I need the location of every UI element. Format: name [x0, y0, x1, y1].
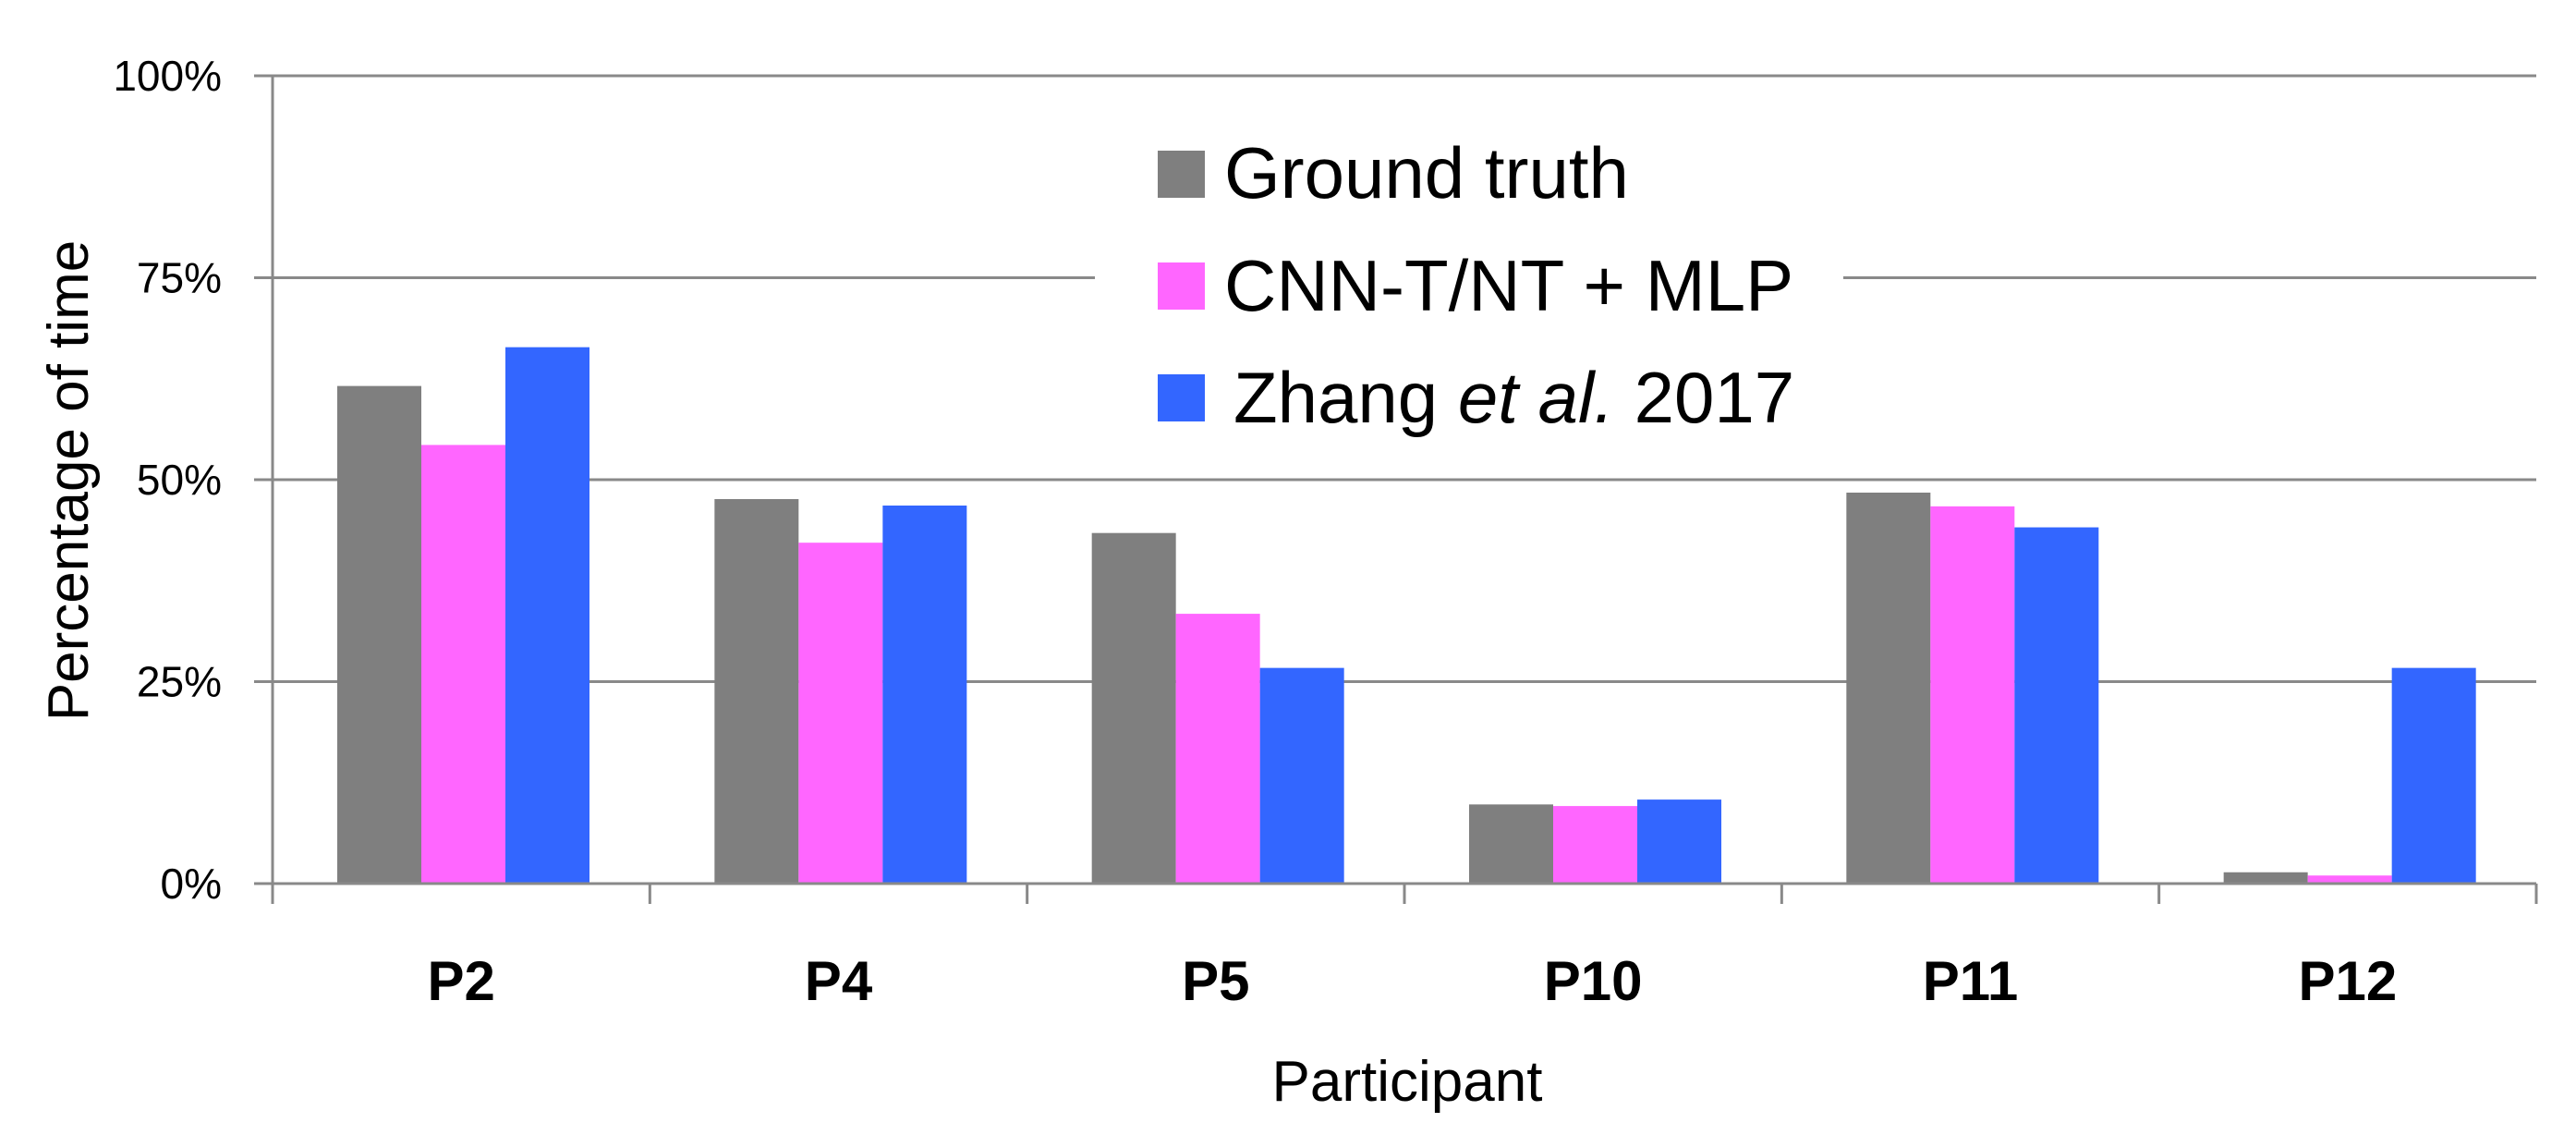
legend-label-ground-truth: Ground truth	[1224, 132, 1629, 214]
legend: Ground truth CNN-T/NT + MLP Zhang et al.…	[1095, 125, 1843, 448]
bar-p10-series-2	[1637, 799, 1721, 884]
legend-label-zhang-part-3: 2017	[1614, 357, 1794, 438]
legend-label-zhang-part-2: et al.	[1458, 357, 1614, 438]
bar-p5-series-0	[1091, 532, 1176, 884]
bar-p12-series-0	[2223, 872, 2308, 884]
bar-p4-series-1	[798, 543, 883, 884]
legend-swatch-zhang	[1158, 374, 1205, 421]
x-tick-label-p10: P10	[1544, 950, 1643, 1012]
y-tick-labels: 0% 25% 50% 75% 100%	[113, 52, 222, 908]
bar-p2-series-1	[421, 445, 505, 884]
bar-p11-series-1	[1930, 506, 2015, 884]
x-tick-label-p2: P2	[427, 950, 494, 1012]
bar-p11-series-0	[1846, 492, 1931, 884]
x-tick-label-p12: P12	[2298, 950, 2397, 1012]
bars	[337, 347, 2476, 885]
x-axis-title: Participant	[1272, 1050, 1543, 1114]
legend-swatch-ground-truth	[1158, 151, 1205, 198]
axes	[254, 74, 2538, 904]
bar-p2-series-0	[337, 385, 421, 885]
legend-label-zhang: Zhang et al. 2017	[1233, 357, 1794, 438]
legend-label-zhang-part-1: Zhang	[1233, 357, 1458, 438]
bar-p12-series-1	[2307, 875, 2392, 884]
legend-swatch-cnn	[1158, 262, 1205, 310]
bar-p2-series-2	[505, 347, 589, 884]
bar-p4-series-0	[714, 498, 799, 884]
y-tick-label-1: 25%	[137, 658, 222, 706]
y-axis-title: Percentage of time	[37, 240, 101, 721]
x-tick-labels: P2 P4 P5 P10 P11 P12	[427, 950, 2397, 1012]
bar-p10-series-1	[1553, 806, 1637, 884]
bar-p11-series-2	[2014, 527, 2099, 884]
y-tick-label-4: 100%	[113, 52, 222, 100]
x-tick-label-p11: P11	[1923, 950, 2018, 1012]
legend-background	[1095, 125, 1843, 448]
bar-p10-series-0	[1469, 804, 1553, 884]
bar-p12-series-2	[2391, 667, 2476, 884]
bar-p4-series-2	[882, 505, 967, 884]
legend-label-cnn: CNN-T/NT + MLP	[1224, 245, 1793, 326]
x-tick-label-p4: P4	[805, 950, 873, 1012]
y-tick-label-2: 50%	[137, 456, 222, 504]
bar-p5-series-2	[1259, 667, 1344, 884]
bar-p5-series-1	[1175, 614, 1260, 884]
x-tick-label-p5: P5	[1182, 950, 1249, 1012]
y-tick-label-0: 0%	[161, 860, 222, 908]
y-tick-label-3: 75%	[137, 254, 222, 302]
